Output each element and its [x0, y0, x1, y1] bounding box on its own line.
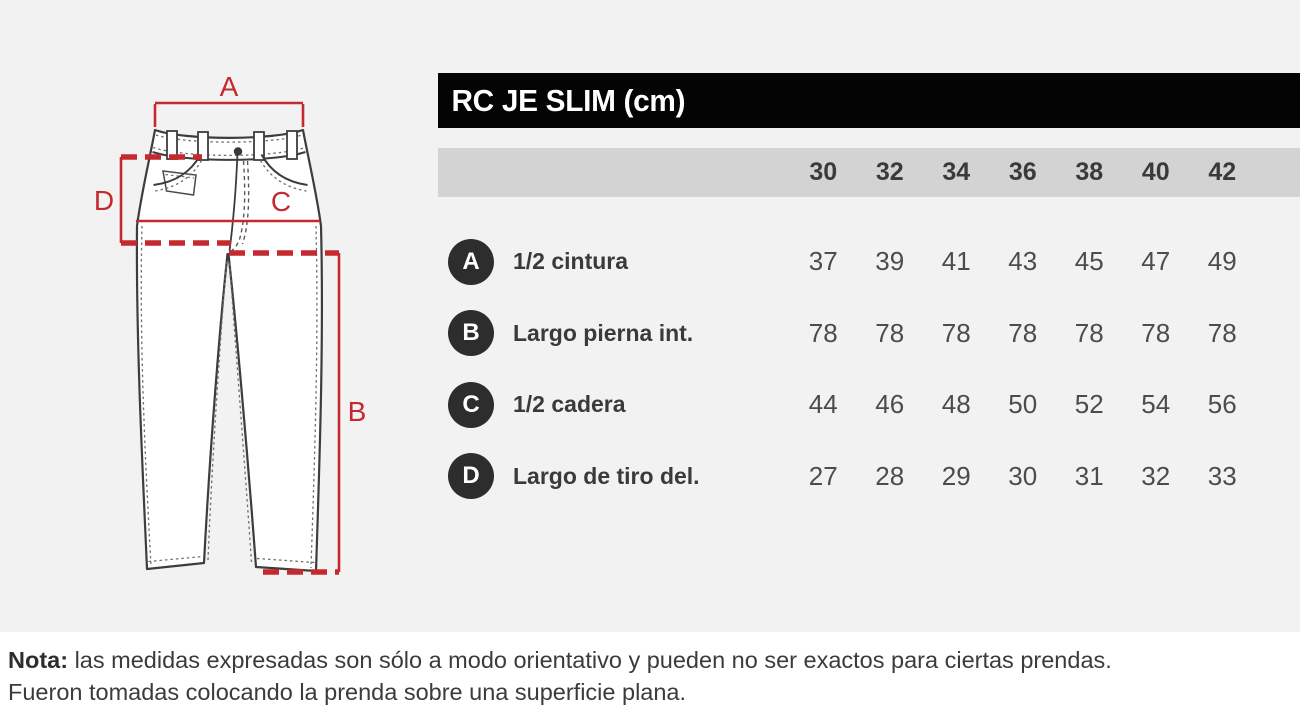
size-table: RC JE SLIM (cm) 30 32 34 36 38 40 42 A 1/2 cint…: [438, 73, 1300, 512]
measurement-rows: A 1/2 cintura 37 39 41 43 45 47 49 B Largo pierna …: [438, 226, 1300, 512]
measurement-row: B Largo pierna int. 78 78 78 78 78 78 78: [438, 298, 1300, 370]
size-value-cell: 33: [1207, 460, 1237, 491]
measurement-label: Largo de tiro del.: [513, 462, 700, 489]
measurement-label-cell: D Largo de tiro del.: [438, 453, 790, 500]
waist-button: [233, 147, 243, 156]
size-value-cell: 29: [941, 460, 971, 491]
jeans-diagram: A D C B: [94, 71, 367, 575]
size-value-cell: 47: [1141, 246, 1171, 277]
size-value-cell: 78: [1074, 317, 1104, 348]
size-header-cell: 40: [1141, 158, 1170, 186]
size-value-cell: 56: [1207, 389, 1237, 420]
measure-label-b: B: [348, 396, 367, 427]
size-value-cell: 54: [1141, 389, 1171, 420]
measurement-label: 1/2 cintura: [513, 248, 629, 275]
measurement-row: C 1/2 cadera 44 46 48 50 52 54 56: [438, 369, 1300, 441]
size-value-cell: 39: [875, 246, 905, 277]
size-value-cell: 41: [941, 246, 971, 277]
size-header-cell: 32: [875, 158, 904, 186]
right-pocket-stitch: [259, 160, 307, 192]
measurement-label: Largo pierna int.: [513, 319, 694, 346]
jeans-outline: [135, 128, 324, 573]
size-value-cell: 44: [808, 389, 838, 420]
measurement-badge: D: [448, 453, 494, 500]
measurement-row: A 1/2 cintura 37 39 41 43 45 47 49: [438, 226, 1300, 298]
note-area: Nota: las medidas expresadas son sólo a …: [0, 632, 1300, 726]
size-value-cell: 46: [875, 389, 905, 420]
note-line-1-rest: las medidas expresadas son sólo a modo o…: [68, 647, 1112, 673]
size-value-cell: 52: [1074, 389, 1104, 420]
left-pocket-stitch: [154, 160, 203, 192]
measurement-annotations: [119, 101, 341, 575]
coin-pocket-stitch: [165, 173, 195, 179]
measurement-bracket-a: [153, 101, 305, 127]
size-header-row: 30 32 34 36 38 40 42: [438, 148, 1300, 197]
measure-label-c: C: [271, 186, 291, 217]
fly-stitch-outer: [241, 160, 250, 245]
note-bold-label: Nota:: [8, 647, 69, 673]
table-title-bar: RC JE SLIM (cm): [438, 73, 1300, 128]
right-pocket-opening: [260, 154, 308, 186]
size-value-cell: 45: [1074, 246, 1104, 277]
measurement-row: D Largo de tiro del. 27 28 29 30 31 32 33: [438, 441, 1300, 513]
measurement-bracket-b: [229, 250, 341, 575]
measurement-badge: C: [448, 381, 494, 428]
size-value-cell: 50: [1008, 389, 1038, 420]
measurement-badge: B: [448, 310, 494, 357]
size-value-cell: 48: [941, 389, 971, 420]
measurement-label-cell: B Largo pierna int.: [438, 310, 790, 357]
measurement-label-cell: A 1/2 cintura: [438, 238, 790, 285]
seam-stitches: [140, 225, 318, 569]
belt-loops: [166, 130, 298, 161]
size-value-cell: 78: [875, 317, 905, 348]
size-header-cell: 42: [1208, 158, 1237, 186]
measurement-label-cell: C 1/2 cadera: [438, 381, 790, 428]
size-value-cell: 43: [1008, 246, 1038, 277]
size-header-cell: 30: [809, 158, 838, 186]
measure-label-a: A: [220, 71, 239, 102]
size-value-cell: 30: [1008, 460, 1038, 491]
size-value-cell: 27: [808, 460, 838, 491]
size-value-cell: 78: [941, 317, 971, 348]
size-value-cell: 31: [1074, 460, 1104, 491]
size-value-cell: 78: [808, 317, 838, 348]
size-value-cell: 49: [1207, 246, 1237, 277]
size-value-cell: 32: [1141, 460, 1171, 491]
size-header-cell: 34: [942, 158, 971, 186]
size-value-cell: 78: [1008, 317, 1038, 348]
note-line-2: Fueron tomadas colocando la prenda sobre…: [8, 678, 687, 705]
size-value-cell: 28: [875, 460, 905, 491]
measure-label-d: D: [94, 185, 114, 216]
measurement-badge: A: [448, 238, 494, 285]
size-header-cell: 38: [1075, 158, 1104, 186]
measurement-bracket-d: [119, 154, 231, 246]
measurement-label: 1/2 cadera: [513, 391, 626, 418]
size-value-cell: 78: [1207, 317, 1237, 348]
note-line-1: Nota: las medidas expresadas son sólo a …: [8, 645, 1112, 677]
table-title: RC JE SLIM (cm): [451, 82, 686, 118]
note-text: Nota: las medidas expresadas son sólo a …: [8, 645, 1112, 708]
size-header-cell: 36: [1008, 158, 1037, 186]
size-value-cell: 78: [1141, 317, 1171, 348]
size-value-cell: 37: [808, 246, 838, 277]
